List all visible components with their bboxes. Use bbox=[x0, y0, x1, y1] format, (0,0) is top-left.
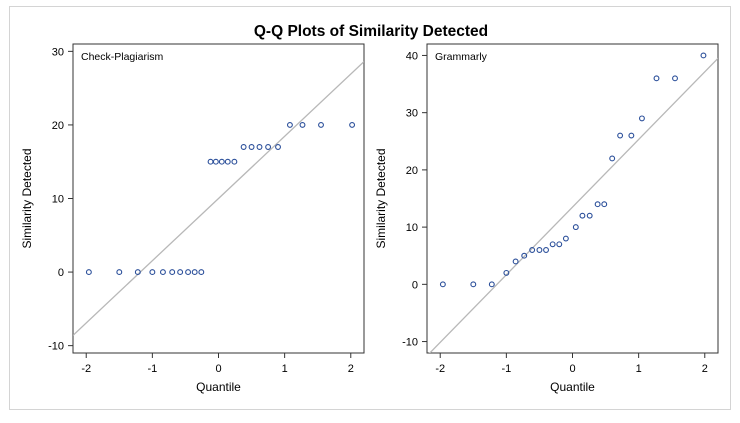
x-tick-label: -2 bbox=[81, 363, 91, 375]
data-point bbox=[521, 252, 528, 259]
panel-label: Check-Plagiarism bbox=[81, 51, 164, 63]
data-point bbox=[169, 269, 176, 276]
data-point bbox=[529, 247, 536, 253]
reference-line bbox=[73, 61, 364, 336]
x-axis-label: Quantile bbox=[550, 380, 595, 394]
x-tick-label: 2 bbox=[348, 363, 354, 375]
x-tick-label: 2 bbox=[702, 363, 708, 375]
figure-frame: Q-Q Plots of Similarity Detected -2 -1 0 1 2… bbox=[9, 6, 731, 410]
data-point bbox=[562, 235, 569, 242]
data-point bbox=[256, 144, 263, 150]
x-tick-label: -2 bbox=[435, 363, 445, 375]
y-tick-label: -10 bbox=[48, 341, 64, 353]
data-point bbox=[700, 52, 707, 59]
data-point bbox=[638, 115, 645, 122]
x-axis-label: Quantile bbox=[196, 380, 241, 394]
data-point bbox=[549, 241, 556, 248]
y-axis-label: Similarity Detected bbox=[374, 148, 388, 248]
data-point bbox=[653, 75, 660, 82]
panel-label: Grammarly bbox=[435, 51, 488, 63]
y-tick-label: 30 bbox=[406, 108, 418, 120]
data-point bbox=[85, 269, 92, 276]
y-axis-label: Similarity Detected bbox=[20, 148, 34, 248]
y-tick-label: 10 bbox=[52, 194, 64, 206]
figure-title: Q-Q Plots of Similarity Detected bbox=[254, 23, 488, 40]
plot-area bbox=[426, 43, 719, 354]
y-tick-label: 0 bbox=[58, 267, 64, 279]
y-tick-label: 30 bbox=[52, 46, 64, 58]
y-tick-label: 20 bbox=[406, 165, 418, 177]
x-tick-label: 1 bbox=[636, 363, 642, 375]
data-point bbox=[275, 144, 281, 150]
y-tick-label: -10 bbox=[402, 337, 418, 349]
data-point bbox=[116, 269, 123, 276]
data-point bbox=[191, 269, 198, 276]
data-point bbox=[231, 158, 238, 165]
data-point bbox=[601, 201, 608, 208]
data-point bbox=[248, 144, 255, 150]
data-point bbox=[299, 121, 306, 128]
reference-line bbox=[428, 57, 718, 353]
data-point bbox=[149, 269, 156, 276]
data-point bbox=[218, 158, 225, 165]
data-point bbox=[594, 201, 601, 208]
data-point bbox=[318, 121, 324, 128]
x-tick-label: 0 bbox=[215, 363, 221, 375]
data-point bbox=[556, 241, 563, 248]
y-tick-label: 10 bbox=[406, 222, 418, 234]
data-point bbox=[628, 132, 635, 139]
data-point bbox=[609, 155, 616, 162]
data-point bbox=[198, 269, 205, 276]
qq-figure: Q-Q Plots of Similarity Detected -2 -1 0 1 2… bbox=[20, 23, 719, 394]
data-point bbox=[572, 224, 579, 231]
data-point bbox=[672, 75, 678, 82]
y-tick-label: 40 bbox=[406, 50, 418, 62]
data-point bbox=[439, 281, 446, 288]
data-point bbox=[134, 269, 141, 276]
x-tick-label: 0 bbox=[569, 363, 575, 375]
data-point bbox=[349, 121, 356, 128]
data-point bbox=[488, 281, 495, 288]
data-point bbox=[212, 158, 219, 165]
data-point bbox=[286, 121, 293, 128]
data-point bbox=[579, 212, 586, 219]
x-tick-label: -1 bbox=[147, 363, 157, 375]
data-point bbox=[224, 158, 231, 165]
y-tick-label: 0 bbox=[412, 279, 418, 291]
data-point bbox=[185, 269, 192, 276]
y-tick-label: 20 bbox=[52, 120, 64, 132]
data-point bbox=[512, 258, 519, 265]
x-tick-label: -1 bbox=[501, 363, 511, 375]
data-point bbox=[265, 144, 272, 150]
data-point bbox=[586, 212, 593, 219]
data-point bbox=[159, 269, 166, 276]
data-point bbox=[240, 144, 247, 150]
data-point bbox=[543, 247, 549, 253]
data-point bbox=[536, 247, 543, 253]
data-point bbox=[617, 132, 624, 139]
x-tick-label: 1 bbox=[282, 363, 288, 375]
data-point bbox=[177, 269, 184, 276]
data-point bbox=[503, 269, 510, 276]
data-point bbox=[470, 281, 477, 288]
